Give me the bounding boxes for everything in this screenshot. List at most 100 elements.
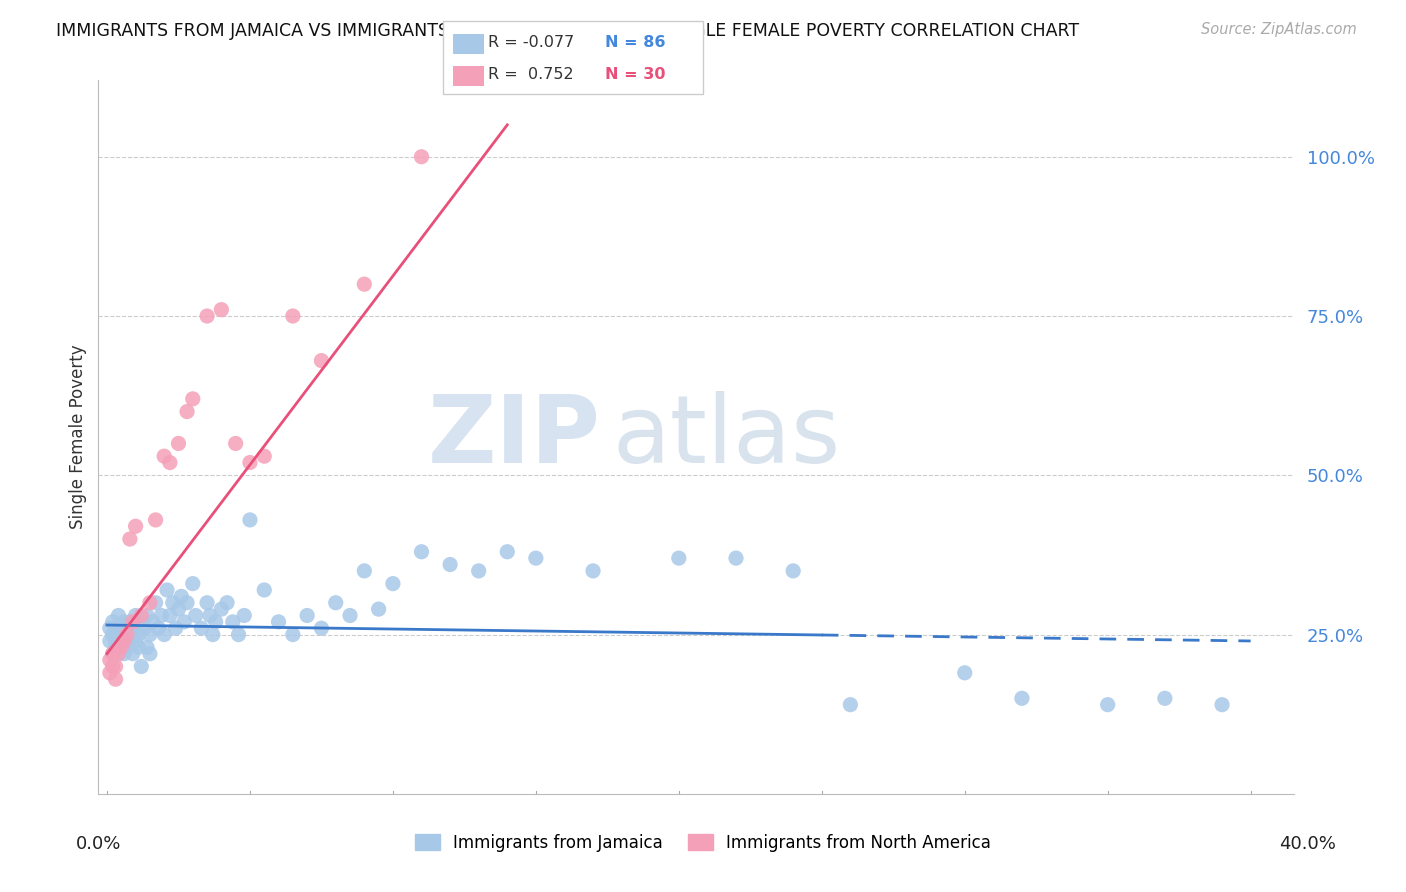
Point [176,404,198,418]
Point [1153,691,1175,706]
Point [217,596,239,610]
Point [281,309,304,323]
Point [112,647,135,661]
Point [115,640,138,655]
Point [121,621,143,635]
Point [145,513,167,527]
Point [110,634,132,648]
Point [170,590,193,604]
Point [131,659,153,673]
Point [225,436,247,450]
Point [167,436,190,450]
Point [181,576,204,591]
Point [173,615,195,629]
Point [411,150,433,164]
Point [209,602,232,616]
Point [139,627,162,641]
Point [156,582,179,597]
Point [496,545,519,559]
Point [165,621,187,635]
Point [339,608,361,623]
Point [524,551,547,566]
Point [311,621,333,635]
Point [1097,698,1119,712]
Point [118,627,141,641]
Text: 0.0%: 0.0% [76,835,121,853]
Point [104,634,127,648]
Point [127,627,149,641]
Point [110,640,132,655]
Point [134,621,156,635]
Point [190,621,212,635]
Point [253,449,276,463]
Point [222,615,245,629]
Point [118,615,141,629]
Point [381,576,404,591]
Point [281,627,304,641]
Point [159,608,181,623]
Point [233,608,256,623]
Text: R =  0.752: R = 0.752 [488,68,574,82]
Point [131,615,153,629]
Point [267,615,290,629]
Point [110,640,132,655]
Point [101,615,124,629]
Point [209,302,232,317]
Point [118,532,141,546]
Point [198,608,221,623]
Point [101,659,124,673]
Y-axis label: Single Female Poverty: Single Female Poverty [69,345,87,529]
Point [98,665,121,680]
Point [136,608,159,623]
Point [159,456,181,470]
Point [124,608,146,623]
Point [411,545,433,559]
Point [153,627,176,641]
Point [439,558,461,572]
Point [153,449,176,463]
Point [142,615,165,629]
Text: IMMIGRANTS FROM JAMAICA VS IMMIGRANTS FROM NORTH AMERICA SINGLE FEMALE POVERTY C: IMMIGRANTS FROM JAMAICA VS IMMIGRANTS FR… [56,22,1080,40]
Point [167,602,190,616]
Point [195,596,218,610]
Legend: Immigrants from Jamaica, Immigrants from North America: Immigrants from Jamaica, Immigrants from… [408,828,998,859]
Point [121,615,143,629]
Point [953,665,976,680]
Point [101,627,124,641]
Point [325,596,347,610]
Point [112,627,135,641]
Point [239,456,262,470]
Point [181,392,204,406]
Point [124,519,146,533]
Point [98,621,121,635]
Point [201,627,224,641]
Point [839,698,862,712]
Point [253,582,276,597]
Point [115,634,138,648]
Point [139,647,162,661]
Point [101,647,124,661]
Point [148,621,170,635]
Point [228,627,250,641]
Point [724,551,747,566]
Point [467,564,489,578]
Point [1011,691,1033,706]
Point [239,513,262,527]
Point [204,615,226,629]
Point [110,621,132,635]
Point [107,627,129,641]
Point [1211,698,1233,712]
Point [115,627,138,641]
Point [98,634,121,648]
Text: ZIP: ZIP [427,391,600,483]
Point [131,608,153,623]
Point [184,608,207,623]
Point [353,564,375,578]
Point [104,659,127,673]
Text: R = -0.077: R = -0.077 [488,36,574,50]
Point [145,596,167,610]
Text: Source: ZipAtlas.com: Source: ZipAtlas.com [1201,22,1357,37]
Text: N = 86: N = 86 [605,36,665,50]
Point [107,647,129,661]
Point [353,277,375,292]
